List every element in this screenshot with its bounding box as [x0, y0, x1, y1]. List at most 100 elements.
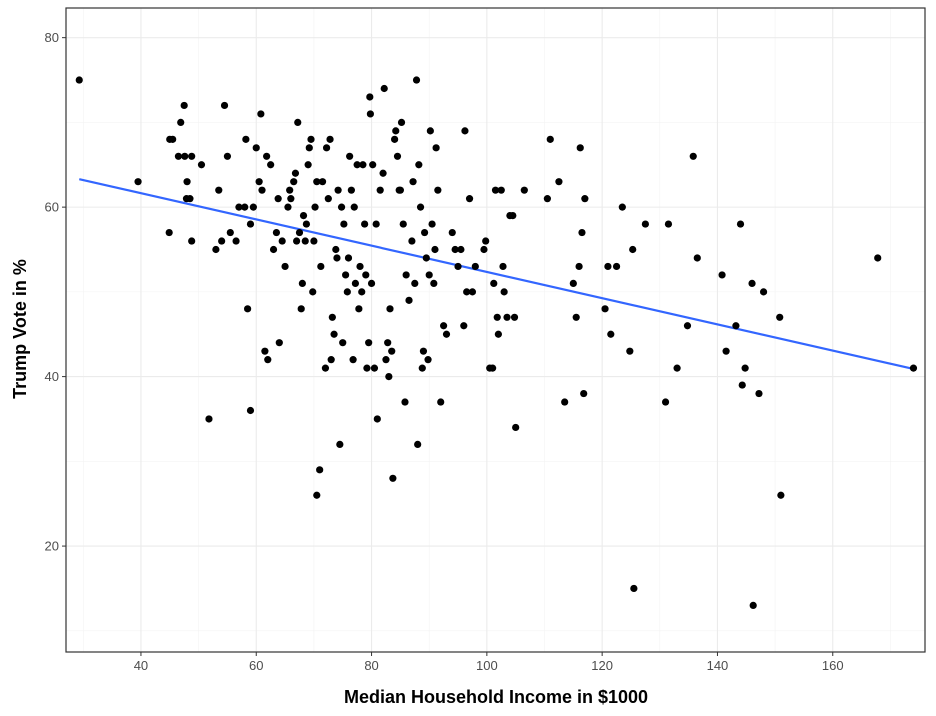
data-point	[457, 245, 465, 254]
data-point	[376, 186, 384, 194]
y-axis-ticks: 20 40 60 80	[45, 30, 66, 554]
data-point	[480, 245, 488, 254]
data-point	[322, 144, 331, 152]
data-point	[286, 186, 294, 194]
x-tick-label: 100	[476, 658, 498, 673]
data-point	[305, 144, 313, 152]
data-point	[384, 339, 392, 347]
data-point	[415, 161, 423, 169]
data-point	[258, 186, 266, 194]
data-point	[629, 245, 637, 254]
data-point	[328, 313, 336, 321]
data-point	[313, 491, 321, 499]
data-point	[489, 364, 497, 372]
data-point	[333, 254, 341, 262]
data-point	[249, 203, 257, 211]
data-point	[382, 356, 390, 364]
data-point	[369, 161, 377, 169]
data-point	[736, 220, 745, 228]
data-point	[165, 228, 173, 237]
data-point	[673, 364, 681, 372]
data-point	[408, 237, 416, 245]
data-point	[321, 364, 330, 372]
data-point	[430, 279, 438, 287]
data-point	[461, 127, 469, 135]
data-point	[326, 135, 334, 143]
data-point	[186, 195, 194, 203]
data-point	[356, 262, 364, 271]
data-point	[317, 262, 325, 271]
data-point	[420, 228, 429, 237]
data-point	[366, 110, 374, 118]
data-point	[748, 279, 756, 287]
data-point	[181, 152, 189, 160]
data-point	[267, 161, 275, 169]
data-point	[362, 271, 370, 279]
data-point	[272, 228, 281, 237]
x-tick-label: 80	[364, 658, 378, 673]
data-point	[294, 118, 302, 126]
data-point	[278, 237, 286, 245]
data-point	[419, 347, 428, 355]
data-point	[351, 279, 360, 287]
data-point	[252, 144, 260, 152]
data-point	[776, 313, 784, 321]
data-point	[412, 76, 421, 84]
x-axis-ticks: 406080100120140160180	[134, 652, 844, 673]
data-point	[388, 347, 396, 355]
data-point	[414, 440, 422, 448]
data-point	[241, 203, 249, 211]
data-point	[442, 330, 451, 338]
data-point	[569, 279, 577, 287]
data-point	[350, 203, 358, 211]
data-points	[75, 76, 918, 609]
data-point	[749, 601, 757, 609]
data-point	[561, 398, 569, 406]
data-point	[437, 398, 445, 406]
data-point	[361, 220, 369, 228]
data-point	[732, 322, 740, 330]
data-point	[500, 288, 508, 296]
data-point	[188, 237, 196, 245]
data-point	[555, 178, 563, 186]
data-point	[180, 101, 188, 110]
data-point	[493, 313, 501, 321]
data-point	[332, 245, 340, 254]
data-point	[366, 93, 374, 101]
data-point	[340, 220, 348, 228]
data-point	[218, 237, 226, 245]
data-point	[363, 364, 371, 372]
data-point	[422, 254, 430, 262]
data-point	[607, 330, 615, 338]
data-point	[503, 313, 511, 321]
data-point	[174, 152, 183, 160]
data-point	[512, 423, 520, 432]
data-point	[683, 322, 692, 330]
data-point	[409, 178, 417, 186]
data-point	[261, 347, 269, 355]
data-point	[722, 347, 730, 355]
data-point	[298, 279, 306, 287]
data-point	[264, 356, 272, 364]
data-point	[482, 237, 490, 245]
data-point	[693, 254, 701, 262]
data-point	[365, 339, 373, 347]
data-point	[212, 245, 220, 254]
data-point	[358, 288, 366, 296]
data-point	[327, 356, 335, 364]
data-point	[293, 237, 301, 245]
data-point	[759, 288, 768, 296]
data-point	[169, 135, 177, 143]
data-point	[263, 152, 271, 160]
data-point	[874, 254, 882, 262]
data-point	[309, 288, 317, 296]
data-point	[355, 305, 363, 313]
data-point	[397, 118, 406, 126]
data-point	[367, 279, 376, 287]
data-point	[343, 288, 351, 296]
data-point	[197, 161, 206, 169]
data-point	[336, 440, 344, 448]
data-point	[223, 152, 232, 160]
data-point	[301, 237, 309, 245]
